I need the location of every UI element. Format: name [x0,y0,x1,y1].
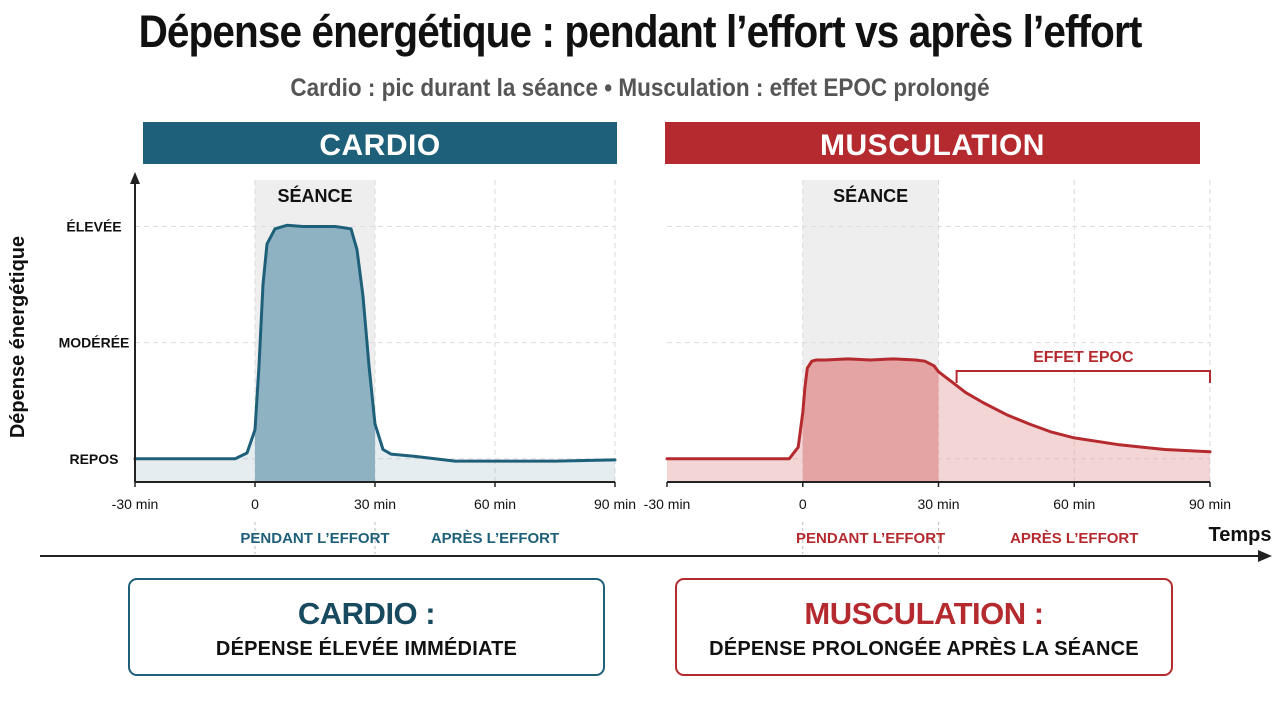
musc-title-band [665,122,1200,164]
cardio-summary-text: DÉPENSE ÉLEVÉE IMMÉDIATE [215,638,518,660]
musc-chart: MUSCULATION SÉANCE -30 min 0 30 min 60 min 90 … [644,122,1231,554]
musc-series-line [665,357,1212,461]
y-level-label: MODÉRÉE [59,335,130,351]
cardio-series-line [133,223,617,463]
musc-x-tick-label: 0 [799,496,807,512]
cardio-summary-box: CARDIO : DÉPENSE ÉLEVÉE IMMÉDIATE [128,578,605,676]
page-title: Dépense énergétique : pendant l’effort v… [138,6,1143,57]
musc-title: MUSCULATION [820,129,1045,162]
musc-phase-after-label: APRÈS L’EFFORT [1010,530,1138,547]
cardio-summary-title: CARDIO : [297,596,436,631]
cardio-y-axis-arrowhead [130,172,140,184]
cardio-x-tick-label: 60 min [474,496,516,512]
time-axis-label: Temps [1209,524,1272,546]
cardio-phase-during-label: PENDANT L’EFFORT [240,530,389,547]
cardio-phase-after-label: APRÈS L’EFFORT [431,530,559,547]
cardio-x-tick-label: 90 min [594,496,636,512]
cardio-x-tick-label: 0 [251,496,259,512]
musc-x-tick-label: -30 min [644,496,691,512]
y-level-label: REPOS [69,451,118,467]
musc-area-session [802,358,939,482]
cardio-title: CARDIO [319,129,440,162]
cardio-x-tick-label: 30 min [354,496,396,512]
cardio-title-band [143,122,617,164]
musc-x-tick-label: 30 min [917,496,959,512]
y-level-label: ÉLEVÉE [66,218,121,234]
musc-x-tick-label: 90 min [1189,496,1231,512]
musculation-summary-text: DÉPENSE PROLONGÉE APRÈS LA SÉANCE [709,638,1139,660]
y-axis-label: Dépense énergétique [7,236,29,438]
cardio-session-label: SÉANCE [277,185,352,206]
time-axis-arrowhead [1258,550,1272,562]
epoc-label: EFFET EPOC [1033,349,1134,366]
musculation-summary-box: MUSCULATION : DÉPENSE PROLONGÉE APRÈS LA… [675,578,1173,676]
musc-session-label: SÉANCE [833,185,908,206]
cardio-x-tick-label: -30 min [112,496,159,512]
epoc-bracket [955,370,1211,383]
musc-phase-during-label: PENDANT L’EFFORT [796,530,945,547]
page-subtitle: Cardio : pic durant la séance • Musculat… [290,74,990,102]
musc-x-tick-label: 60 min [1053,496,1095,512]
cardio-area-session [255,225,375,483]
cardio-chart: CARDIO SÉANCE ÉLEVÉE MODÉRÉE REPOS -30 min 0 30… [59,122,636,554]
musculation-summary-title: MUSCULATION : [804,596,1044,631]
